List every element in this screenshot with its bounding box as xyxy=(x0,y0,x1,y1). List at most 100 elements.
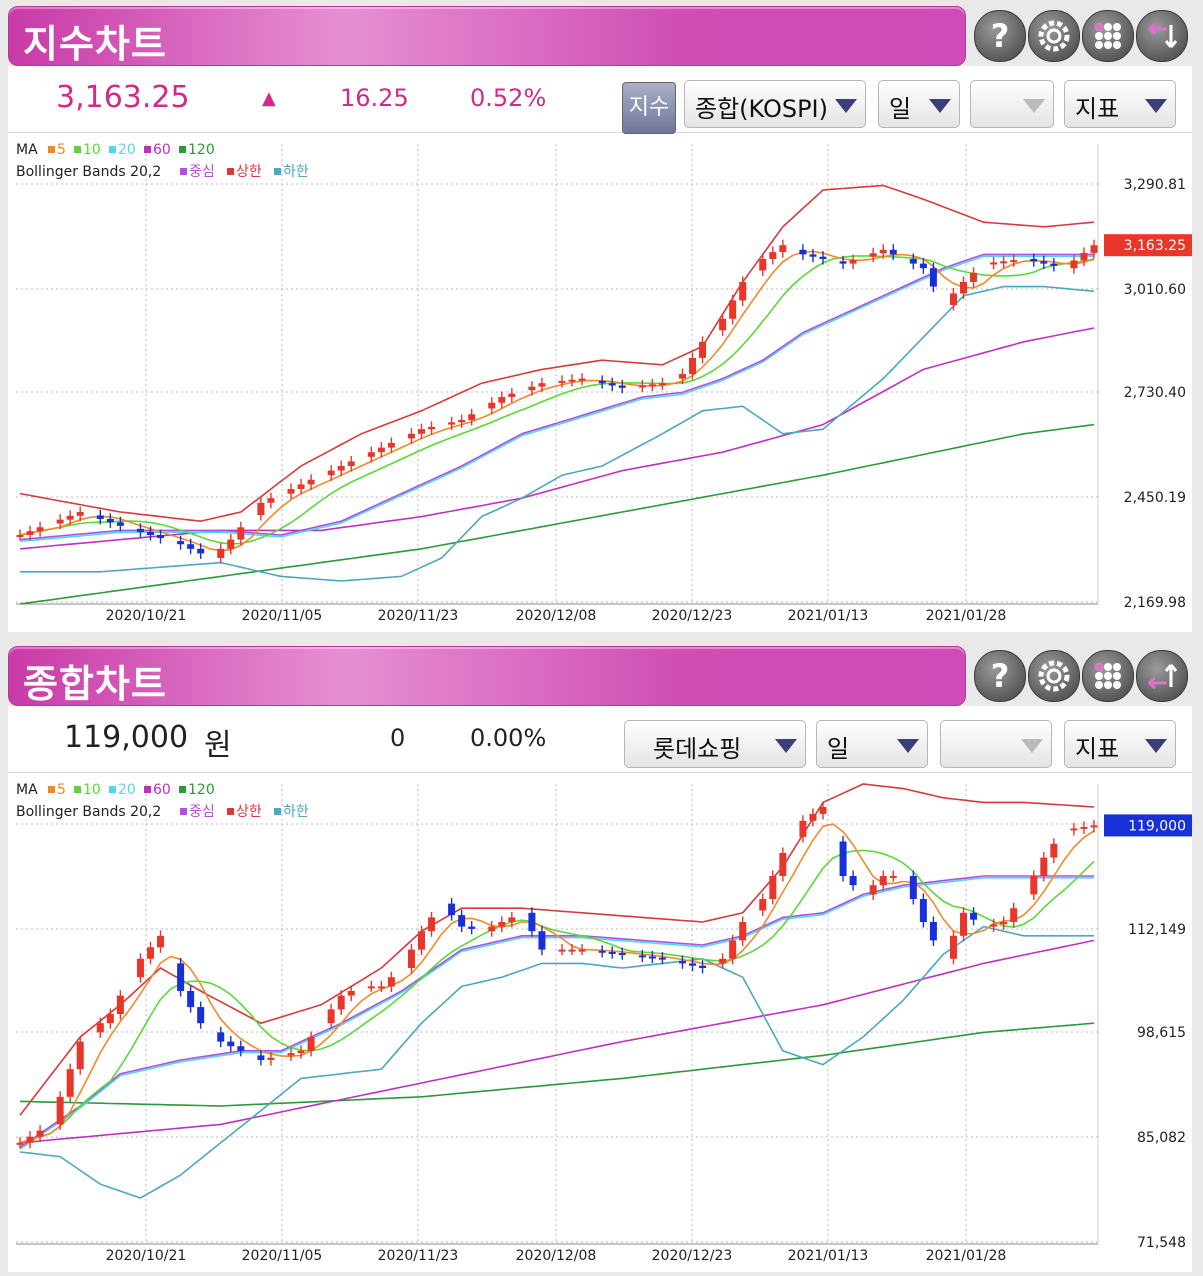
candle-body xyxy=(377,986,385,989)
price-change-percent: 0.00% xyxy=(470,724,547,752)
y-tick-label: 2,730.40 xyxy=(1124,385,1186,401)
period-dropdown[interactable]: 일 xyxy=(878,80,960,128)
candle-body xyxy=(387,977,395,987)
candle-body xyxy=(96,1023,104,1033)
bollinger-legend-swatch xyxy=(274,168,281,175)
current-price-label-bg xyxy=(1104,234,1192,257)
ma-legend-item: 60 xyxy=(153,782,171,798)
candlestick-chart[interactable]: 125,682112,14998,61585,08271,5482020/10/… xyxy=(8,774,1192,1270)
candle-body xyxy=(508,393,516,397)
candle-body xyxy=(799,249,807,255)
candle-body xyxy=(387,443,395,448)
bollinger-legend-swatch xyxy=(274,808,281,815)
candle-body xyxy=(36,1130,44,1137)
candle-body xyxy=(26,1136,34,1143)
index-button[interactable]: 지수 xyxy=(622,82,676,134)
candle-body xyxy=(648,956,656,959)
candle-body xyxy=(417,429,425,434)
candle-body xyxy=(428,426,436,430)
candle-body xyxy=(528,912,536,932)
candle-body xyxy=(819,807,827,814)
candle-body xyxy=(146,531,154,535)
x-tick-label: 2021/01/28 xyxy=(926,608,1007,624)
candle-body xyxy=(719,958,727,964)
candle-body xyxy=(598,950,606,953)
candle-body xyxy=(347,991,355,996)
candle-body xyxy=(538,383,546,387)
candle-body xyxy=(227,1041,235,1047)
candle-body xyxy=(217,1032,225,1042)
candle-body xyxy=(960,912,968,936)
price-change-percent: 0.52% xyxy=(470,84,547,112)
help-icon[interactable]: ? xyxy=(974,10,1026,62)
swap-arrows-icon[interactable] xyxy=(1136,650,1188,702)
candle-body xyxy=(1000,922,1008,925)
candle-body xyxy=(769,252,777,259)
grid-menu-icon[interactable] xyxy=(1082,10,1134,62)
candle-body xyxy=(970,272,978,282)
candle-body xyxy=(488,402,496,409)
ma-legend-item: 10 xyxy=(83,782,101,798)
candle-body xyxy=(839,841,847,876)
empty-dropdown[interactable] xyxy=(940,720,1052,768)
candle-body xyxy=(638,385,646,388)
ma-legend-item: 5 xyxy=(57,782,66,798)
candle-body xyxy=(558,380,566,383)
candle-body xyxy=(1050,263,1058,266)
candle-body xyxy=(367,986,375,989)
settings-gear-icon[interactable] xyxy=(1028,10,1080,62)
candle-body xyxy=(116,522,124,526)
y-tick-label: 3,290.81 xyxy=(1124,177,1186,193)
candle-body xyxy=(849,260,857,264)
grid-menu-icon[interactable] xyxy=(1082,650,1134,702)
candle-body xyxy=(809,813,817,821)
candlestick-chart[interactable]: 3,290.81 3,010.60 2,730.40 2,450.19 2,169.98… xyxy=(8,134,1192,630)
bollinger-legend-swatch xyxy=(180,168,187,175)
chevron-down-icon xyxy=(1023,99,1045,113)
chevron-down-icon xyxy=(897,739,919,753)
candle-body xyxy=(448,422,456,425)
market-dropdown[interactable]: 종합(KOSPI) xyxy=(684,80,866,128)
candle-body xyxy=(307,479,315,485)
empty-dropdown[interactable] xyxy=(970,80,1054,128)
period-dropdown[interactable]: 일 xyxy=(816,720,928,768)
candle-body xyxy=(448,903,456,916)
candle-body xyxy=(1090,825,1098,828)
candle-body xyxy=(889,876,897,878)
candle-body xyxy=(187,544,195,549)
indicator-dropdown[interactable]: 지표 xyxy=(1064,720,1176,768)
candle-body xyxy=(689,357,697,374)
title-bar: 지수차트 ? xyxy=(8,0,1192,66)
candle-body xyxy=(136,528,144,532)
candle-body xyxy=(919,263,927,269)
bollinger-lower-line xyxy=(20,285,1095,582)
candle-body xyxy=(327,1009,335,1024)
swap-arrows-icon[interactable] xyxy=(1136,10,1188,62)
candle-body xyxy=(1000,261,1008,264)
candle-body xyxy=(990,924,998,927)
candle-body xyxy=(66,515,74,520)
x-tick-label: 2021/01/28 xyxy=(926,1248,1007,1264)
candle-body xyxy=(498,397,506,403)
candle-body xyxy=(347,461,355,466)
ma-legend-item: 120 xyxy=(188,142,215,158)
price-change: 0 xyxy=(390,724,406,752)
candle-body xyxy=(56,519,64,524)
indicator-dropdown[interactable]: 지표 xyxy=(1064,80,1176,128)
ma-legend-item: 20 xyxy=(118,782,136,798)
bollinger-legend-item: 하한 xyxy=(283,164,309,180)
candle-body xyxy=(468,926,476,929)
chevron-down-icon xyxy=(1145,99,1167,113)
candle-body xyxy=(879,249,887,254)
help-icon[interactable]: ? xyxy=(974,650,1026,702)
stock-dropdown[interactable]: 롯데쇼핑 xyxy=(624,720,806,768)
candle-body xyxy=(16,1142,24,1145)
candle-body xyxy=(267,498,275,503)
candle-body xyxy=(618,953,626,956)
settings-gear-icon[interactable] xyxy=(1028,650,1080,702)
candle-body xyxy=(759,899,767,911)
ma-legend-item: 10 xyxy=(83,142,101,158)
candle-body xyxy=(417,931,425,950)
ma-legend-swatch xyxy=(74,786,81,793)
ma60-line xyxy=(19,327,1095,550)
